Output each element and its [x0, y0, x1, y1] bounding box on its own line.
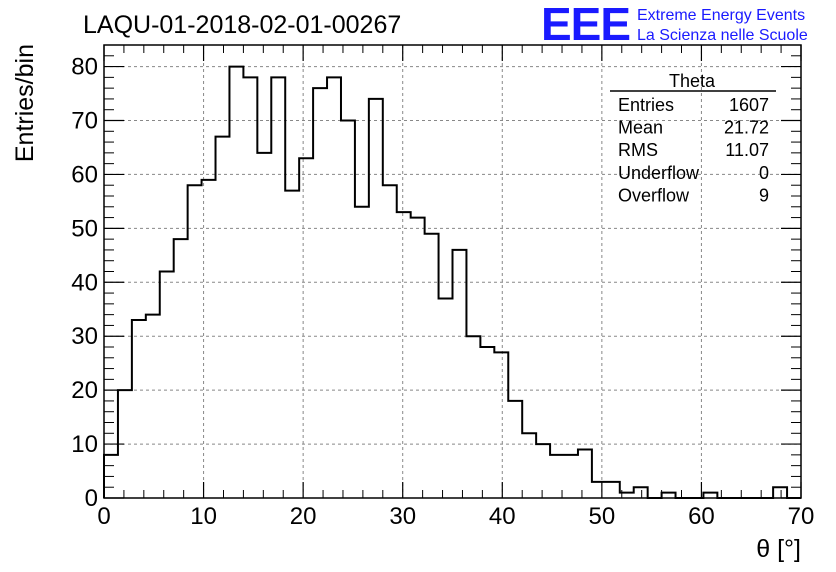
histogram-bin	[425, 234, 439, 498]
histogram-bin	[285, 191, 299, 498]
histogram-bin	[466, 336, 480, 498]
x-tick-label: 30	[389, 503, 416, 530]
stats-title: Theta	[669, 71, 716, 91]
histogram-bin	[216, 137, 230, 498]
histogram-bin	[188, 185, 202, 498]
stats-box: Theta Entries 1607 Mean 21.72 RMS 11.07 Underf…	[610, 71, 776, 205]
histogram-bin	[620, 493, 634, 498]
stats-row-label: Mean	[618, 118, 663, 138]
histogram-outline	[103, 65, 801, 499]
histogram-bin	[118, 390, 132, 498]
y-tick-label: 80	[71, 54, 98, 81]
histogram-bin	[703, 493, 717, 498]
histogram-bin	[397, 212, 411, 498]
x-tick-label: 20	[290, 503, 317, 530]
histogram-bin	[564, 455, 578, 498]
histogram-bin	[439, 298, 453, 498]
histogram-bin	[453, 250, 467, 498]
histogram-bin	[229, 67, 243, 498]
axis-ticks	[103, 44, 802, 499]
histogram-bin	[550, 455, 564, 498]
stats-row-label: RMS	[618, 140, 658, 160]
stats-row-value: 9	[759, 185, 769, 205]
histogram-bin	[634, 487, 648, 498]
histogram-bin	[160, 272, 174, 499]
stats-row-value: 0	[759, 163, 769, 183]
histogram-bin	[257, 153, 271, 498]
histogram-bin	[313, 88, 327, 498]
histogram-bin	[411, 218, 425, 498]
histogram-bin	[202, 180, 216, 498]
histogram-bin	[271, 77, 285, 498]
histogram-bin	[773, 487, 787, 498]
stats-row-value: 11.07	[725, 140, 769, 160]
x-tick-label: 60	[688, 503, 715, 530]
histogram-bin	[606, 482, 620, 498]
histogram-bin	[104, 455, 118, 498]
y-tick-label: 50	[71, 215, 98, 242]
y-axis-label: Entries/bin	[11, 44, 39, 162]
histogram-bin	[243, 77, 257, 498]
logo-line-1: Extreme Energy Events	[637, 7, 805, 24]
histogram-bin	[327, 77, 341, 498]
eee-logo: EEE Extreme Energy Events La Scienza nel…	[541, 0, 808, 50]
histogram-bin	[174, 239, 188, 498]
histogram-bin	[494, 352, 508, 498]
y-tick-label: 70	[71, 108, 98, 135]
histogram-bin	[536, 444, 550, 498]
x-axis-label: θ [°]	[756, 535, 801, 563]
histogram-bin	[662, 493, 676, 498]
y-tick-label: 30	[71, 323, 98, 350]
y-tick-label: 60	[71, 161, 98, 188]
x-tick-label: 50	[589, 503, 616, 530]
histogram-bin	[132, 320, 146, 498]
y-tick-label: 40	[71, 269, 98, 296]
histogram-bin	[355, 207, 369, 498]
y-tick-label: 10	[71, 431, 98, 458]
y-tick-label: 0	[85, 485, 98, 512]
x-tick-labels: 0 10 20 30 40 50 60 70	[97, 503, 814, 530]
logo-line-2: La Scienza nelle Scuole	[637, 27, 808, 44]
histogram-bin	[480, 347, 494, 498]
x-tick-label: 10	[190, 503, 217, 530]
stats-row-value: 1607	[729, 95, 769, 115]
stats-row-label: Underflow	[618, 163, 700, 183]
histogram-bin	[299, 158, 313, 498]
histogram-bin	[146, 315, 160, 498]
histogram-bin	[592, 482, 606, 498]
histogram-bins	[104, 67, 787, 498]
x-tick-label: 70	[788, 503, 815, 530]
stats-row-value: 21.72	[724, 118, 769, 138]
histogram-bin	[341, 121, 355, 499]
y-tick-labels: 0 10 20 30 40 50 60 70 80	[71, 54, 98, 512]
plot-frame	[103, 44, 802, 499]
x-tick-label: 40	[489, 503, 516, 530]
x-tick-label: 0	[97, 503, 110, 530]
histogram-bin	[522, 433, 536, 498]
histogram-bin	[383, 185, 397, 498]
histogram-bin	[508, 401, 522, 498]
logo-mark: EEE	[541, 0, 630, 50]
stats-row-label: Entries	[618, 95, 674, 115]
histogram-bin	[578, 449, 592, 498]
y-tick-label: 20	[71, 377, 98, 404]
chart-title: LAQU-01-2018-02-01-00267	[83, 11, 401, 39]
stats-row-label: Overflow	[618, 185, 690, 205]
histogram-bin	[369, 99, 383, 498]
